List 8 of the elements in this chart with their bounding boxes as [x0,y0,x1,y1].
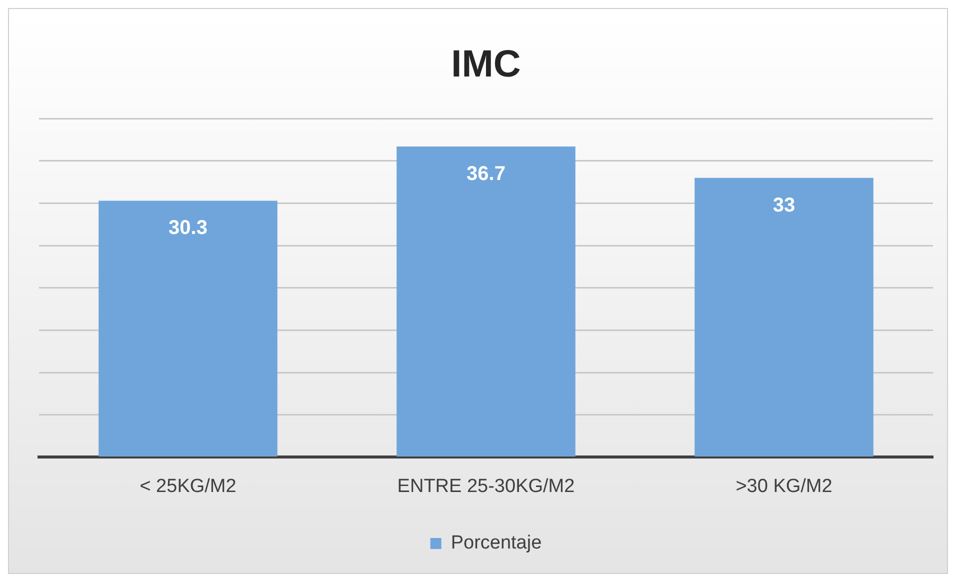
chart-title: IMC [451,43,521,86]
x-tick-label: >30 KG/M2 [736,476,832,497]
legend-label: Porcentaje [450,532,542,554]
x-tick-label: < 25KG/M2 [140,476,236,497]
data-label: 36.7 [466,163,506,186]
data-label: 33 [772,194,796,216]
data-label: 30.3 [168,217,208,240]
x-tick-label: ENTRE 25-30KG/M2 [397,476,575,497]
